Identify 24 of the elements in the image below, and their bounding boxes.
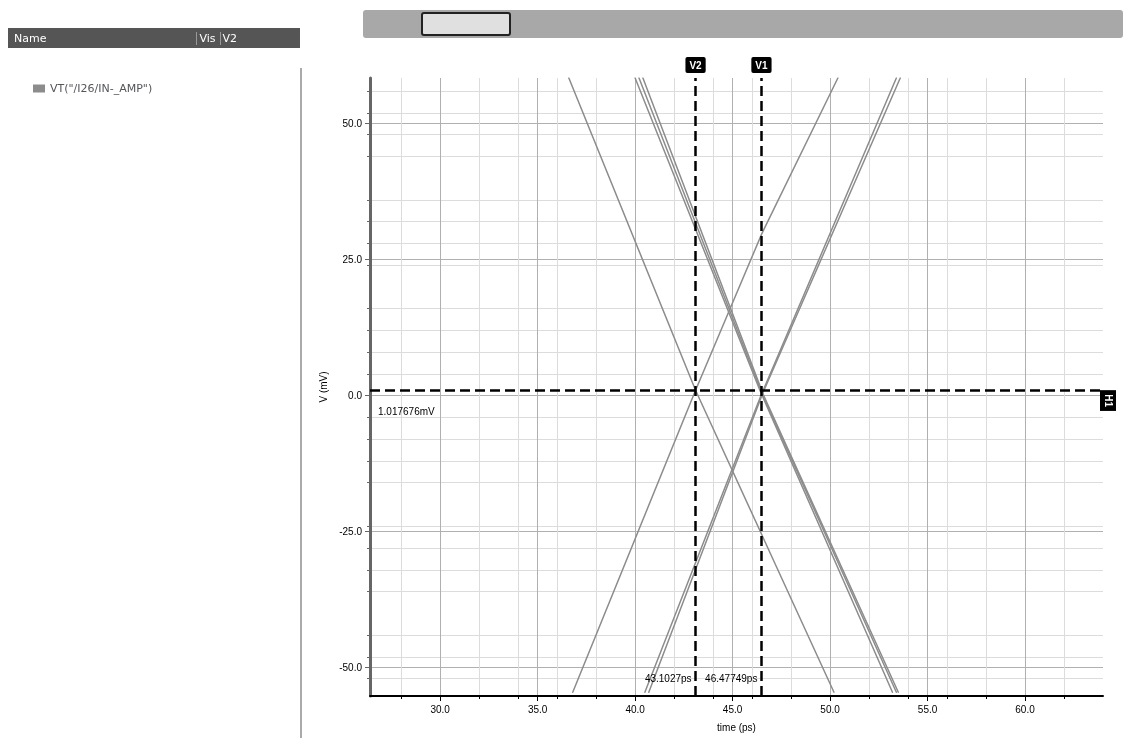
x-tick-label: 30.0 [430,703,451,715]
x-axis-title: time (ps) [717,721,756,733]
ref-line-label: H1 [1102,394,1114,408]
y-tick-label: 25.0 [342,254,363,266]
x-tick-label: 40.0 [625,703,646,715]
x-tick-label: 50.0 [820,703,841,715]
text: V2 [219,31,238,45]
text: Name [13,31,47,45]
y-tick-label: 50.0 [342,118,363,130]
y-tick-label: -25.0 [339,526,363,538]
x-tick-label: 45.0 [722,703,743,715]
x-tick-label: 60.0 [1015,703,1036,715]
ref-line-label: V2 [689,59,703,71]
annotation: 43.1027ps [644,673,692,685]
annotation: 46.47749ps [705,673,758,685]
annotation: 1.017676mV [378,405,436,417]
y-tick-label: 0.0 [348,390,363,402]
y-axis-title: V (mV) [317,371,329,403]
legend-label: VT("/I26/IN-_AMP") [50,82,153,95]
x-tick-label: 55.0 [917,703,938,715]
y-tick-label: -50.0 [339,662,363,674]
ref-line-label: V1 [755,59,769,71]
text: Vis [196,31,216,45]
x-tick-label: 35.0 [527,703,548,715]
